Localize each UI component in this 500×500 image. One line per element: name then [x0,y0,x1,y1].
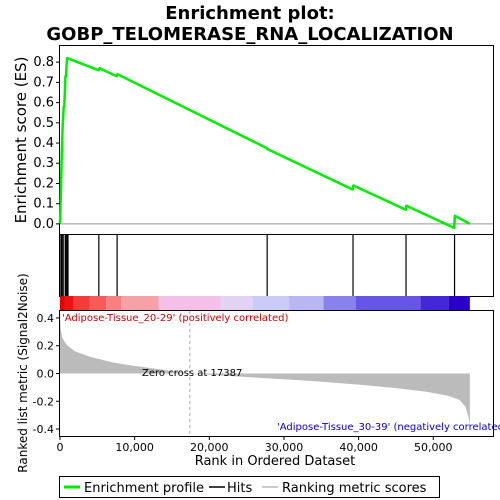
x-axis-label: Rank in Ordered Dataset [195,454,356,469]
legend-label-hits: Hits [227,481,252,496]
hits-rug [60,235,456,296]
rank-color-segment [64,296,74,310]
x-tick-label: 0 [57,441,64,454]
metric-ytick-label: -0.2 [33,395,54,408]
legend-label-ranking: Ranking metric scores [282,481,427,496]
ranking-metric-area [60,311,470,427]
es-panel-frame [59,45,494,235]
rank-color-segment [60,296,65,310]
es-ytick-label: 0.7 [33,75,54,90]
rank-color-segment [323,296,356,310]
es-ytick-label: 0.3 [33,156,54,171]
zero-cross-label: Zero cross at 17387 [142,368,242,379]
es-ytick-label: 0.6 [33,96,54,111]
hits-panel-frame [59,234,494,297]
x-tick-label: 40,000 [339,441,378,454]
rank-color-segment [106,296,122,310]
metric-plot [60,311,470,436]
rank-color-segment [355,296,421,310]
es-ylabel: Enrichment score (ES) [12,57,30,224]
metric-ytick-label: 0.0 [37,368,55,381]
x-tick-label: 10,000 [115,441,154,454]
rank-color-segment [420,296,449,310]
es-ytick-label: 0.8 [33,55,54,70]
rank-color-segment [121,296,159,310]
enrichment-profile-line [58,56,471,230]
rank-color-segment [220,296,253,310]
legend-label-enrichment: Enrichment profile [84,481,204,496]
x-tick-label: 50,000 [414,441,453,454]
metric-ytick-label: 0.2 [37,340,55,353]
rank-color-segment [252,296,290,310]
x-tick-label: 20,000 [190,441,229,454]
negative-correlation-label: 'Adipose-Tissue_30-39' (negatively corre… [277,422,500,433]
metric-ylabel: Ranked list metric (Signal2Noise) [16,273,30,472]
es-ytick-label: 0.5 [33,116,54,131]
es-ytick-label: 0.0 [33,217,54,232]
es-ytick-label: 0.4 [33,136,54,151]
legend-box [59,476,440,498]
positive-correlation-label: 'Adipose-Tissue_20-29' (positively corre… [62,313,288,324]
es-ytick-label: 0.2 [33,176,54,191]
chart-title-line2: GOBP_TELOMERASE_RNA_LOCALIZATION [46,24,453,45]
rank-color-segment [289,296,324,310]
metric-ytick-label: 0.4 [37,312,55,325]
rank-color-segment [73,296,90,310]
rank-color-segment [448,296,470,310]
rank-color-segment [89,296,107,310]
es-ytick-label: 0.1 [33,197,54,212]
axes: 0.0 0.1 0.2 0.3 0.4 0.5 0.6 0.7 0.8 -0.4 -0.2 0.0 0.… [33,55,453,454]
chart-title-line1: Enrichment plot: [165,3,335,24]
metric-ytick-label: -0.4 [33,423,54,436]
rank-color-bar [60,296,470,310]
rank-color-segment [158,296,221,310]
x-tick-label: 30,000 [265,441,304,454]
es-plot [58,56,493,230]
